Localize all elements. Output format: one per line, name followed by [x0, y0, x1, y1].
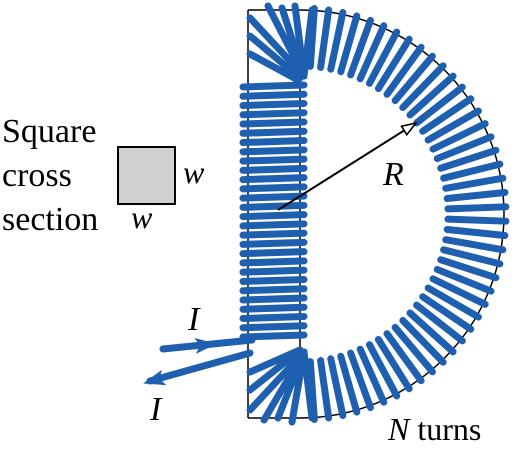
winding-turn: [383, 43, 425, 98]
winding-turn: [327, 355, 347, 419]
winding-turn: [424, 107, 482, 144]
winding-turn: [239, 238, 308, 248]
winding-turn: [433, 133, 495, 163]
cross-section-label-line1: Square: [2, 113, 96, 150]
winding-turn: [300, 348, 316, 422]
winding-turn: [337, 352, 361, 416]
winding-turn: [239, 164, 308, 174]
cross-section-label-line2: cross: [2, 157, 72, 194]
winding-turn: [239, 248, 308, 258]
winding-turn: [239, 201, 308, 211]
winding-turn: [246, 348, 302, 394]
winding-turn: [419, 293, 475, 333]
winding-turn: [239, 257, 308, 267]
cross-section-label-line3: section: [2, 201, 98, 238]
winding-turn: [440, 160, 504, 182]
winding-turn: [391, 323, 436, 376]
winding-turn: [365, 341, 401, 400]
winding-turn: [429, 120, 489, 153]
winding-turn: [356, 345, 388, 406]
winding-turn: [239, 211, 308, 221]
winding-turn: [239, 285, 308, 295]
winding-turn: [246, 14, 308, 80]
winding-turn: [317, 357, 333, 422]
winding-turn: [239, 192, 308, 202]
winding-turn: [444, 215, 510, 225]
winding-turn: [433, 265, 495, 295]
winding-turn: [391, 52, 436, 105]
winding-turn: [239, 155, 308, 165]
winding-turn: [239, 229, 308, 239]
winding-turn: [239, 81, 308, 91]
winding-turn: [437, 256, 500, 282]
winding-turn: [239, 266, 308, 276]
winding-turn: [246, 32, 304, 82]
winding-turn: [347, 16, 374, 79]
winding-turn: [413, 83, 466, 127]
winding-turn: [442, 236, 507, 254]
winding-turn: [374, 336, 413, 393]
width-label-right: w: [183, 154, 205, 190]
current-out-label: I: [149, 391, 163, 428]
cross-section-square: [117, 146, 176, 205]
winding-turn: [239, 322, 308, 332]
winding-turn: [239, 127, 308, 137]
winding-turn: [347, 349, 374, 412]
current-out-wire: [146, 349, 254, 385]
current-leads: [143, 336, 256, 386]
winding-turn: [337, 12, 361, 76]
winding-turn: [239, 137, 308, 147]
turns-symbol: N: [387, 411, 411, 447]
winding-turn: [419, 95, 475, 135]
winding-turn: [317, 6, 333, 71]
winding-turn: [239, 174, 308, 184]
winding-turn: [443, 188, 509, 203]
winding-turn: [406, 309, 457, 356]
width-label-bottom: w: [131, 199, 153, 235]
winding-turn: [374, 35, 413, 92]
winding-turn: [239, 100, 308, 110]
winding-turn: [356, 22, 388, 83]
winding-turn: [239, 331, 308, 341]
current-in-wire: [159, 336, 256, 353]
winding-turn: [239, 294, 308, 304]
winding-turn: [399, 316, 447, 366]
winding-turn: [239, 303, 308, 313]
winding-turn: [437, 146, 500, 172]
winding-turn: [239, 312, 308, 322]
winding-turn: [239, 118, 308, 128]
winding-turn: [413, 301, 466, 345]
winding-turn: [239, 109, 308, 119]
winding-turn: [239, 90, 308, 100]
winding-turn: [246, 50, 302, 84]
current-in-label: I: [187, 301, 201, 338]
current-in-arrow-icon: [162, 337, 217, 354]
winding-turn: [239, 220, 308, 230]
winding-turn: [239, 146, 308, 156]
winding-turn: [429, 275, 489, 308]
winding-turn: [327, 9, 347, 73]
winding-turn: [383, 330, 425, 385]
turns-label: N turns: [387, 411, 481, 447]
winding-turn: [440, 246, 504, 268]
winding-turn: [442, 174, 507, 192]
winding-turn: [443, 225, 509, 240]
winding-turn: [239, 275, 308, 285]
winding-turn: [365, 28, 401, 87]
winding-turn: [239, 183, 308, 193]
current-out-arrow-icon: [143, 369, 191, 386]
radius-label: R: [382, 156, 404, 193]
winding-turn: [406, 72, 457, 119]
winding-turn: [444, 203, 510, 213]
radius-arrow-icon: [277, 123, 416, 211]
winding-turn: [424, 284, 482, 321]
winding-turn: [300, 6, 316, 80]
turns-text: turns: [409, 411, 481, 447]
winding-turn: [399, 62, 447, 112]
winding-turns: [239, 2, 510, 426]
